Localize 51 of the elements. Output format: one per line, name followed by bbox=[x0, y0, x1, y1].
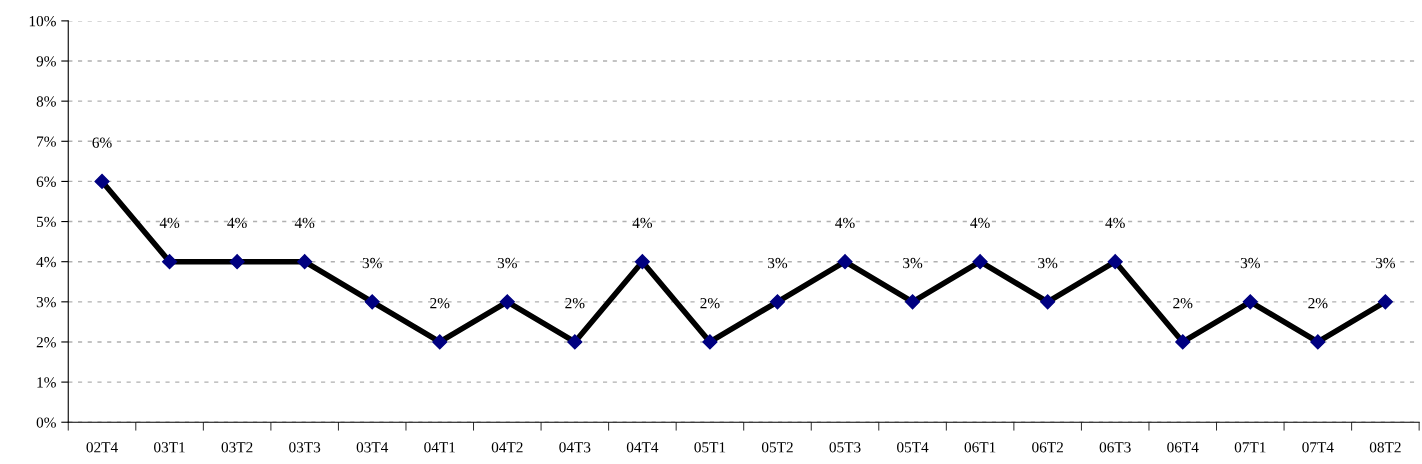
data-label: 4% bbox=[1105, 217, 1125, 229]
data-label: 4% bbox=[835, 217, 855, 229]
data-label: 2% bbox=[1173, 298, 1193, 309]
x-tick-label: 06T1 bbox=[964, 442, 996, 453]
data-label: 3% bbox=[362, 257, 382, 269]
y-tick-label: 1% bbox=[37, 377, 56, 388]
data-label: 4% bbox=[970, 217, 990, 229]
y-tick-label: 4% bbox=[36, 256, 56, 268]
x-tick-label: 03T3 bbox=[289, 442, 321, 453]
x-tick-label: 05T4 bbox=[897, 442, 929, 453]
x-tick-label: 07T4 bbox=[1302, 442, 1334, 453]
data-label: 4% bbox=[632, 217, 653, 229]
x-tick-label: 06T2 bbox=[1032, 442, 1063, 453]
x-tick-label: 03T1 bbox=[154, 442, 185, 453]
x-tick-label: 05T2 bbox=[761, 442, 793, 453]
x-tick-label: 04T3 bbox=[559, 442, 591, 453]
x-tick-label: 04T1 bbox=[424, 442, 455, 453]
y-tick-label: 0% bbox=[36, 417, 56, 428]
x-tick-label: 03T4 bbox=[356, 442, 389, 453]
data-label: 2% bbox=[700, 298, 720, 309]
x-tick-label: 06T4 bbox=[1167, 442, 1199, 453]
data-label: 2% bbox=[430, 298, 450, 309]
data-label: 3% bbox=[1038, 257, 1058, 269]
data-label: 2% bbox=[565, 298, 585, 309]
data-label: 3% bbox=[768, 257, 788, 269]
x-tick-label: 02T4 bbox=[86, 442, 118, 453]
y-tick-label: 5% bbox=[36, 216, 56, 228]
x-tick-label: 07T1 bbox=[1234, 442, 1266, 453]
data-label: 3% bbox=[1375, 257, 1396, 269]
y-tick-label: 7% bbox=[37, 136, 56, 147]
y-tick-label: 9% bbox=[36, 56, 56, 67]
data-label: 4% bbox=[294, 217, 315, 229]
x-tick-label: 05T3 bbox=[829, 442, 861, 453]
x-tick-label: 04T2 bbox=[491, 442, 523, 453]
data-label: 3% bbox=[903, 257, 923, 269]
data-label: 3% bbox=[1240, 257, 1260, 269]
data-label: 4% bbox=[159, 217, 180, 229]
y-tick-label: 3% bbox=[36, 296, 56, 308]
y-tick-label: 10% bbox=[29, 16, 56, 27]
x-tick-label: 08T2 bbox=[1369, 442, 1401, 453]
y-tick-label: 8% bbox=[36, 96, 56, 107]
y-tick-label: 6% bbox=[36, 176, 56, 187]
x-tick-label: 04T4 bbox=[626, 442, 659, 453]
data-label: 6% bbox=[92, 137, 112, 148]
x-tick-label: 03T2 bbox=[221, 442, 253, 453]
data-label: 3% bbox=[497, 257, 517, 269]
x-tick-label: 05T1 bbox=[694, 442, 726, 453]
data-label: 4% bbox=[227, 217, 247, 229]
x-tick-label: 06T3 bbox=[1099, 442, 1131, 453]
data-label: 2% bbox=[1308, 298, 1328, 309]
y-tick-label: 2% bbox=[36, 337, 56, 348]
